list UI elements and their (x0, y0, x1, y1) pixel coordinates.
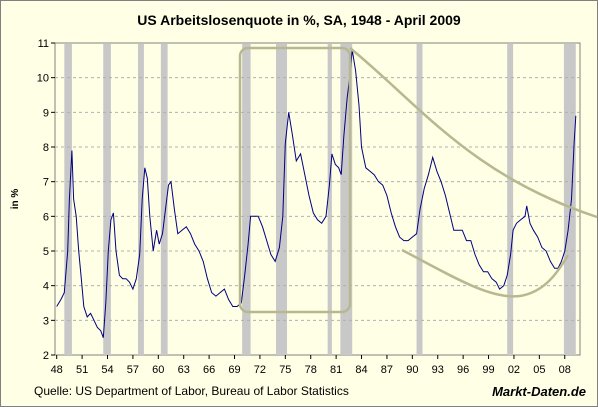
x-tick-label: 51 (76, 364, 88, 376)
x-tick-label: 72 (254, 364, 266, 376)
shaded-period (103, 44, 111, 355)
x-tick-label: 81 (330, 364, 342, 376)
shades (64, 44, 576, 355)
annotation-curve (349, 47, 598, 219)
x-tick-label: 90 (406, 364, 418, 376)
shaded-period (137, 44, 144, 355)
x-tick-label: 66 (203, 364, 215, 376)
x-tick-label: 93 (432, 364, 444, 376)
shaded-period (327, 44, 332, 355)
x-tick-label: 05 (533, 364, 545, 376)
y-tick-label: 4 (43, 281, 49, 293)
shaded-period (64, 44, 72, 355)
y-tick-label: 8 (43, 142, 49, 154)
brand: Markt-Daten.de (492, 384, 586, 399)
x-tick-label: 69 (228, 364, 240, 376)
x-tick-label: 54 (101, 364, 113, 376)
shaded-period (563, 44, 576, 355)
x-tick-label: 57 (127, 364, 139, 376)
annotation-box (238, 46, 352, 314)
shaded-period (340, 44, 353, 355)
y-tick-label: 2 (43, 350, 49, 362)
lines (56, 49, 577, 338)
x-tick-label: 84 (355, 364, 367, 376)
x-tick-label: 48 (51, 364, 63, 376)
x-tick-label: 63 (178, 364, 190, 376)
shaded-period (416, 44, 423, 355)
x-tick-label: 78 (305, 364, 317, 376)
y-tick-label: 6 (43, 211, 49, 223)
y-axis-label: in % (10, 189, 21, 210)
y-tick-label: 9 (43, 107, 49, 119)
x-tick-label: 60 (152, 364, 164, 376)
shaded-period (276, 44, 288, 355)
x-tick-label: 08 (559, 364, 571, 376)
y-tick-label: 5 (43, 246, 49, 258)
shaded-period (160, 44, 168, 355)
grid (51, 42, 580, 359)
data-line (56, 49, 577, 338)
shaded-period (242, 44, 251, 355)
x-tick-label: 02 (508, 364, 520, 376)
y-tick-label: 10 (37, 73, 49, 85)
annotation-curve (401, 248, 570, 298)
plot-area (54, 42, 581, 356)
x-tick-label: 99 (482, 364, 494, 376)
x-tick-label: 75 (279, 364, 291, 376)
source: Quelle: US Department of Labor, Bureau o… (34, 384, 349, 398)
chart-title: US Arbeitslosenquote in %, SA, 1948 - Ap… (137, 12, 461, 28)
y-tick-label: 3 (43, 315, 49, 327)
y-tick-label: 7 (43, 177, 49, 189)
shaded-period (507, 44, 514, 355)
x-tick-label: 96 (457, 364, 469, 376)
x-tick-label: 87 (381, 364, 393, 376)
y-tick-label: 11 (38, 38, 49, 50)
